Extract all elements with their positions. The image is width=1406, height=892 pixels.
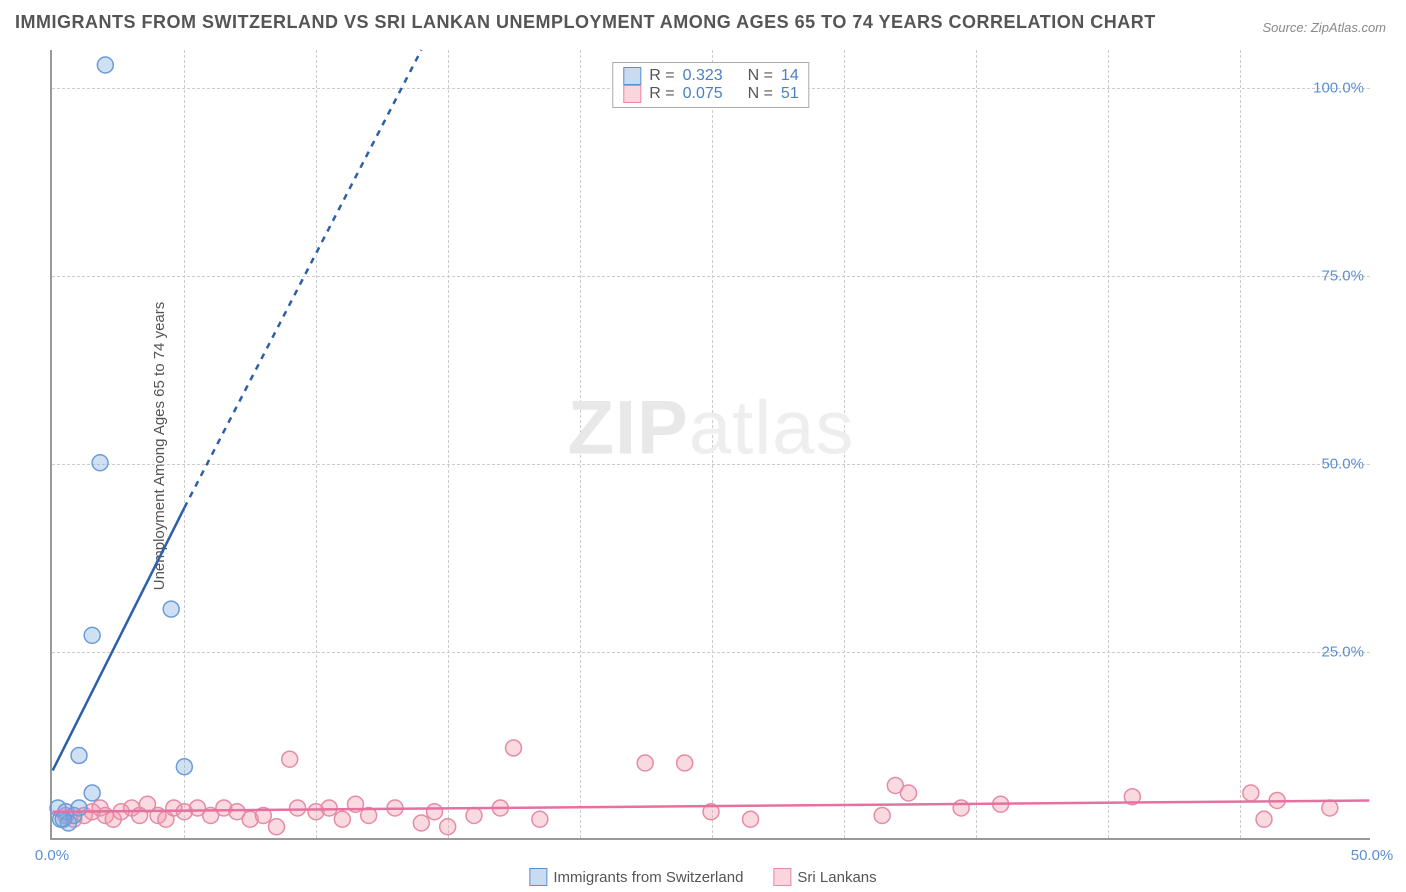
data-point — [532, 811, 548, 827]
data-point — [290, 800, 306, 816]
r-value-blue: 0.323 — [683, 67, 723, 85]
data-point — [506, 740, 522, 756]
data-point — [71, 747, 87, 763]
data-point — [321, 800, 337, 816]
data-point — [413, 815, 429, 831]
data-point — [55, 811, 71, 827]
data-point — [84, 627, 100, 643]
trend-line — [53, 508, 185, 771]
data-point — [84, 785, 100, 801]
stats-row-blue: R = 0.323 N = 14 — [623, 67, 798, 85]
data-point — [953, 800, 969, 816]
data-point — [1256, 811, 1272, 827]
x-tick-label: 0.0% — [35, 847, 69, 864]
data-point — [269, 819, 285, 835]
stats-row-pink: R = 0.075 N = 51 — [623, 85, 798, 103]
data-point — [637, 755, 653, 771]
data-point — [440, 819, 456, 835]
data-point — [163, 601, 179, 617]
r-value-pink: 0.075 — [683, 85, 723, 103]
chart-title: IMMIGRANTS FROM SWITZERLAND VS SRI LANKA… — [15, 12, 1156, 33]
swatch-pink-icon — [623, 85, 641, 103]
legend-label-pink: Sri Lankans — [797, 869, 876, 886]
data-point — [282, 751, 298, 767]
n-label-blue: N = — [748, 67, 773, 85]
plot-area: ZIPatlas R = 0.323 N = 14 R = 0.075 N = … — [50, 50, 1370, 840]
data-point — [176, 759, 192, 775]
data-point — [1243, 785, 1259, 801]
data-point — [334, 811, 350, 827]
data-point — [427, 804, 443, 820]
swatch-blue-icon — [623, 67, 641, 85]
legend-item-pink: Sri Lankans — [773, 868, 876, 886]
x-tick-label: 50.0% — [1351, 847, 1394, 864]
data-point — [874, 808, 890, 824]
data-point — [901, 785, 917, 801]
legend-swatch-blue-icon — [529, 868, 547, 886]
data-point — [92, 455, 108, 471]
data-point — [466, 808, 482, 824]
n-value-blue: 14 — [781, 67, 799, 85]
data-point — [71, 800, 87, 816]
r-label-blue: R = — [649, 67, 674, 85]
n-value-pink: 51 — [781, 85, 799, 103]
stats-legend-box: R = 0.323 N = 14 R = 0.075 N = 51 — [612, 62, 809, 108]
n-label-pink: N = — [748, 85, 773, 103]
bottom-legend: Immigrants from Switzerland Sri Lankans — [529, 868, 876, 886]
data-point — [97, 57, 113, 73]
r-label-pink: R = — [649, 85, 674, 103]
legend-item-blue: Immigrants from Switzerland — [529, 868, 743, 886]
data-point — [1322, 800, 1338, 816]
plot-svg — [52, 50, 1370, 838]
data-point — [677, 755, 693, 771]
legend-swatch-pink-icon — [773, 868, 791, 886]
source-attribution: Source: ZipAtlas.com — [1262, 20, 1386, 35]
data-point — [743, 811, 759, 827]
legend-label-blue: Immigrants from Switzerland — [553, 869, 743, 886]
trend-line — [184, 50, 421, 508]
